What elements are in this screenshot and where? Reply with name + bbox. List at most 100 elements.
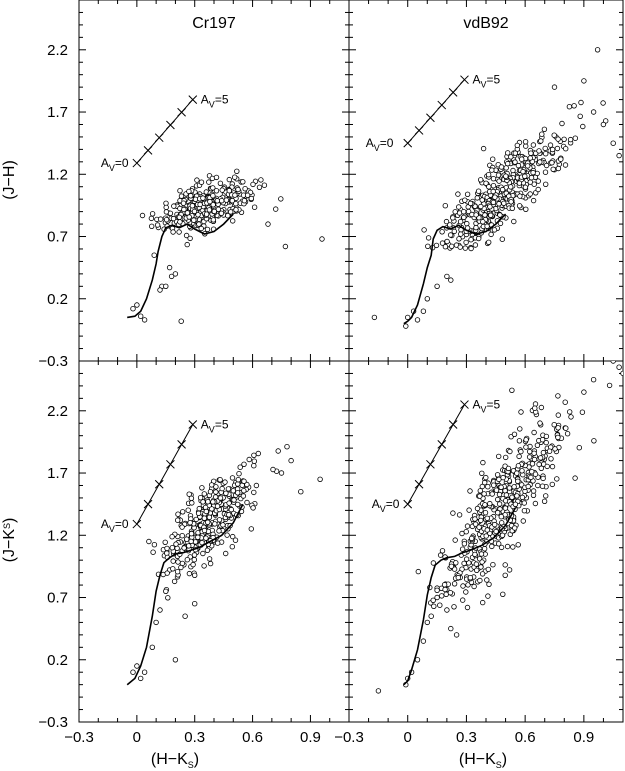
data-point [189, 500, 195, 506]
data-point [218, 210, 225, 216]
data-point [538, 138, 544, 144]
data-point [495, 172, 502, 178]
data-point [170, 566, 176, 572]
reddening-vector-cross [132, 519, 142, 529]
data-point [233, 207, 239, 213]
data-point [248, 526, 254, 532]
data-point [567, 409, 573, 415]
data-point [580, 123, 586, 130]
data-point [487, 500, 493, 507]
data-point [195, 534, 201, 540]
data-point [523, 444, 529, 450]
data-point [555, 136, 561, 142]
data-point [467, 200, 474, 207]
data-point [211, 208, 217, 215]
data-point [549, 146, 556, 153]
data-point [469, 535, 475, 542]
data-point [179, 509, 186, 515]
data-point [168, 273, 175, 280]
y-tick-label: 0.2 [47, 291, 68, 308]
data-point [497, 220, 504, 227]
data-point [516, 438, 523, 444]
x-tick-label: 0.3 [456, 729, 477, 746]
data-point [548, 456, 554, 462]
panel-ticks [348, 0, 624, 362]
data-point [442, 243, 449, 250]
data-point [171, 203, 177, 209]
data-point [462, 197, 468, 203]
data-point [490, 156, 496, 162]
data-point [246, 456, 252, 463]
data-point [555, 165, 562, 172]
data-point [451, 228, 457, 235]
data-point [508, 154, 514, 160]
data-point [535, 482, 541, 489]
reddening-vector-cross [448, 88, 458, 97]
panel-ticks [348, 360, 624, 723]
data-points [371, 47, 622, 329]
data-point [531, 456, 538, 463]
data-point [510, 167, 516, 174]
data-point [216, 517, 223, 523]
data-point [576, 445, 582, 451]
panels: AV=0AV=5Cr197AV=0AV=5vdB92AV=0AV=5AV=0AV… [78, 0, 624, 723]
data-point [198, 225, 204, 232]
data-point [496, 453, 502, 460]
x-tick-label: 0 [404, 729, 412, 746]
data-point [506, 567, 513, 573]
data-point [189, 203, 196, 209]
data-point [522, 173, 528, 179]
data-point [178, 564, 184, 571]
data-point [476, 235, 482, 242]
data-point [571, 103, 577, 109]
data-point [216, 528, 222, 534]
data-point [421, 227, 427, 233]
data-point [201, 515, 208, 521]
data-point [581, 78, 587, 84]
y-tick-label: 1.7 [47, 465, 68, 482]
data-point [464, 523, 471, 529]
data-point [539, 131, 545, 137]
av0-label: AV=0 [101, 156, 129, 173]
data-point [462, 245, 468, 251]
panel-frame [348, 0, 624, 362]
data-point [234, 168, 240, 174]
data-point [453, 632, 460, 638]
av5-label: AV=5 [472, 398, 500, 415]
panel-bottom-right: AV=0 AV=5 [348, 360, 624, 723]
y-tick-label: 2.2 [47, 403, 68, 420]
data-point [206, 179, 212, 185]
data-point [403, 323, 409, 329]
data-point [371, 314, 378, 321]
data-point [490, 199, 497, 206]
reddening-vector-cross [426, 113, 435, 123]
data-point [551, 132, 557, 138]
data-point [468, 236, 474, 243]
data-point [176, 229, 182, 235]
data-point [188, 495, 195, 501]
data-point [248, 195, 254, 202]
data-point [146, 538, 152, 545]
data-point [207, 560, 214, 567]
data-point [555, 425, 561, 431]
data-point [530, 142, 537, 148]
data-point [527, 155, 533, 161]
data-point [449, 243, 455, 249]
data-point [527, 179, 533, 185]
data-point [235, 477, 241, 483]
data-point [193, 516, 199, 523]
data-point [540, 475, 546, 482]
data-point [532, 500, 539, 507]
data-point [478, 564, 484, 570]
data-point [186, 570, 193, 577]
data-point [317, 476, 323, 482]
data-point [542, 145, 548, 152]
data-point [461, 541, 468, 547]
data-point [182, 613, 188, 619]
data-point [439, 593, 445, 599]
intrinsic-sequence-line [403, 507, 517, 686]
data-point [529, 469, 535, 475]
x-tick-label: 0.9 [300, 729, 321, 746]
data-point [502, 572, 508, 578]
data-point [572, 135, 578, 141]
